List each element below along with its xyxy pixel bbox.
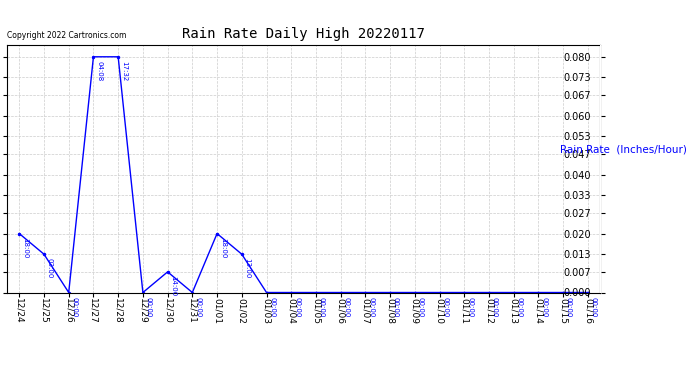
- Text: 00:00: 00:00: [417, 297, 424, 317]
- Text: 00:00: 00:00: [517, 297, 522, 317]
- Text: 00:00: 00:00: [467, 297, 473, 317]
- Text: Copyright 2022 Cartronics.com: Copyright 2022 Cartronics.com: [7, 31, 126, 40]
- Text: 00:00: 00:00: [146, 297, 152, 317]
- Title: Rain Rate Daily High 20220117: Rain Rate Daily High 20220117: [182, 27, 425, 41]
- Text: 18:00: 18:00: [220, 238, 226, 258]
- Text: 00:00: 00:00: [492, 297, 497, 317]
- Text: 00:00: 00:00: [442, 297, 448, 317]
- Text: Rain Rate  (Inches/Hour): Rain Rate (Inches/Hour): [560, 145, 687, 155]
- Text: 04:08: 04:08: [96, 61, 102, 81]
- Text: 00:00: 00:00: [72, 297, 77, 317]
- Text: 00:00: 00:00: [319, 297, 325, 317]
- Text: 00:00: 00:00: [344, 297, 349, 317]
- Text: 18:00: 18:00: [22, 238, 28, 258]
- Text: 00:00: 00:00: [269, 297, 275, 317]
- Text: 17:32: 17:32: [121, 61, 127, 81]
- Text: 00:00: 00:00: [541, 297, 547, 317]
- Text: 00:00: 00:00: [566, 297, 572, 317]
- Text: 03:00: 03:00: [47, 258, 52, 279]
- Text: 00:00: 00:00: [591, 297, 597, 317]
- Text: 13:00: 13:00: [244, 258, 250, 279]
- Text: 00:00: 00:00: [368, 297, 374, 317]
- Text: 00:00: 00:00: [195, 297, 201, 317]
- Text: 00:00: 00:00: [393, 297, 399, 317]
- Text: 00:00: 00:00: [294, 297, 300, 317]
- Text: 14:00: 14:00: [170, 276, 177, 296]
